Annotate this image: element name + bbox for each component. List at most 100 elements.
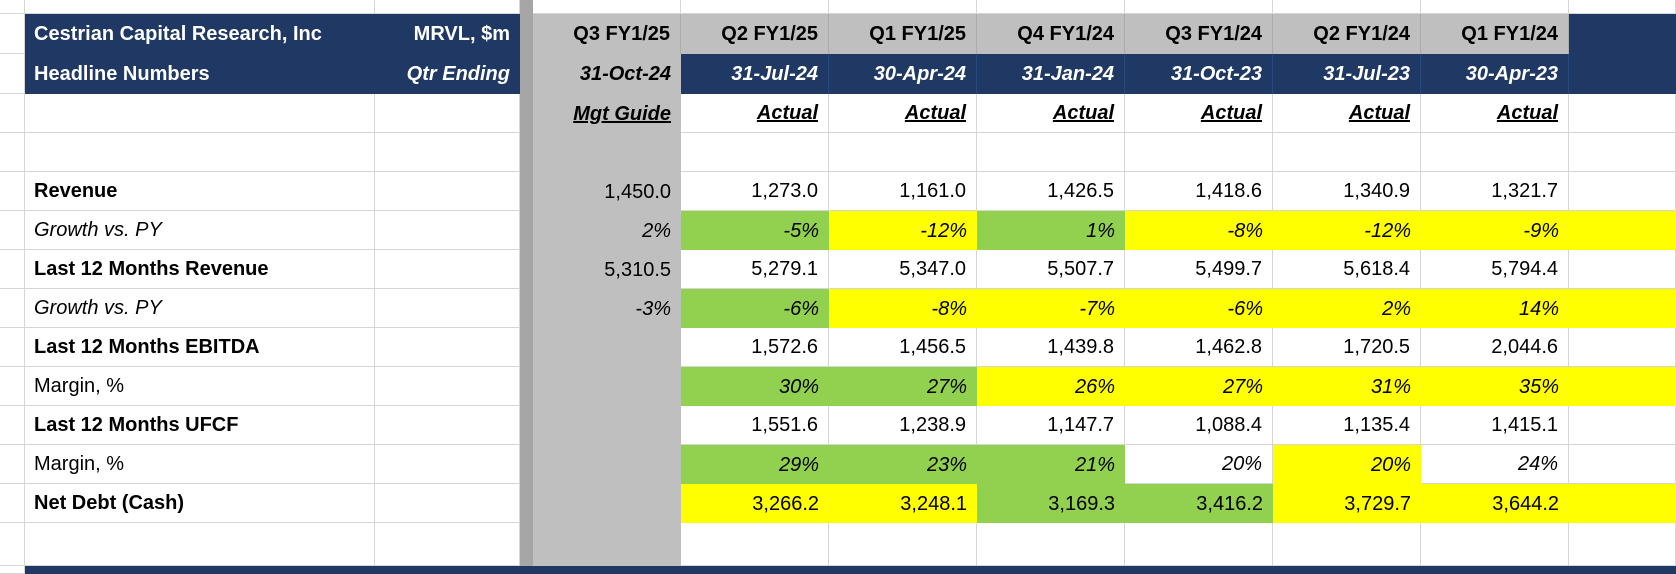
date-cell-5[interactable]: 31-Jul-23 [1273, 54, 1421, 94]
empty-cell[interactable] [375, 523, 520, 566]
value-cell-6-6[interactable]: 1,415.1 [1421, 406, 1569, 445]
value-cell-0-5[interactable]: 1,340.9 [1273, 172, 1421, 211]
value-cell-6-4[interactable]: 1,088.4 [1125, 406, 1273, 445]
quarter-header-6[interactable]: Q1 FY1/24 [1421, 14, 1569, 54]
value-cell-7-2[interactable]: 23% [829, 445, 977, 484]
empty-cell[interactable] [375, 406, 520, 445]
value-cell-1-6[interactable]: -9% [1421, 211, 1569, 250]
value-cell-6-2[interactable]: 1,238.9 [829, 406, 977, 445]
date-cell-1[interactable]: 31-Jul-24 [681, 54, 829, 94]
date-cell-6[interactable]: 30-Apr-23 [1421, 54, 1569, 94]
value-cell-6-3[interactable]: 1,147.7 [977, 406, 1125, 445]
empty-cell[interactable] [533, 523, 681, 566]
empty-cell[interactable] [375, 211, 520, 250]
value-cell-8-1[interactable]: 3,266.2 [681, 484, 829, 523]
value-cell-1-2[interactable]: -12% [829, 211, 977, 250]
value-cell-1-5[interactable]: -12% [1273, 211, 1421, 250]
empty-cell[interactable] [829, 523, 977, 566]
value-cell-8-5[interactable]: 3,729.7 [1273, 484, 1421, 523]
quarter-header-2[interactable]: Q1 FY1/25 [829, 14, 977, 54]
row-label-6[interactable]: Last 12 Months UFCF [25, 406, 375, 445]
value-cell-5-1[interactable]: 30% [681, 367, 829, 406]
empty-cell[interactable] [1421, 133, 1569, 172]
value-cell-2-0[interactable]: 5,310.5 [533, 250, 681, 289]
value-cell-0-4[interactable]: 1,418.6 [1125, 172, 1273, 211]
date-cell-0[interactable]: 31-Oct-24 [533, 54, 681, 94]
value-cell-3-0[interactable]: -3% [533, 289, 681, 328]
basis-cell-4[interactable]: Actual [1125, 94, 1273, 133]
value-cell-0-0[interactable]: 1,450.0 [533, 172, 681, 211]
basis-cell-3[interactable]: Actual [977, 94, 1125, 133]
value-cell-1-4[interactable]: -8% [1125, 211, 1273, 250]
value-cell-7-6[interactable]: 24% [1421, 445, 1569, 484]
empty-cell[interactable] [681, 523, 829, 566]
value-cell-7-1[interactable]: 29% [681, 445, 829, 484]
value-cell-4-2[interactable]: 1,456.5 [829, 328, 977, 367]
value-cell-5-5[interactable]: 31% [1273, 367, 1421, 406]
value-cell-6-5[interactable]: 1,135.4 [1273, 406, 1421, 445]
basis-cell-6[interactable]: Actual [1421, 94, 1569, 133]
value-cell-8-6[interactable]: 3,644.2 [1421, 484, 1569, 523]
value-cell-7-4[interactable]: 20% [1125, 445, 1273, 484]
value-cell-5-0[interactable] [533, 367, 681, 406]
empty-cell[interactable] [25, 523, 375, 566]
value-cell-1-3[interactable]: 1% [977, 211, 1125, 250]
value-cell-0-6[interactable]: 1,321.7 [1421, 172, 1569, 211]
sheet-subtitle[interactable]: Headline Numbers [25, 54, 375, 94]
value-cell-0-3[interactable]: 1,426.5 [977, 172, 1125, 211]
value-cell-4-5[interactable]: 1,720.5 [1273, 328, 1421, 367]
value-cell-3-4[interactable]: -6% [1125, 289, 1273, 328]
value-cell-7-3[interactable]: 21% [977, 445, 1125, 484]
value-cell-2-1[interactable]: 5,279.1 [681, 250, 829, 289]
value-cell-6-0[interactable] [533, 406, 681, 445]
row-label-5[interactable]: Margin, % [25, 367, 375, 406]
empty-cell[interactable] [977, 523, 1125, 566]
quarter-header-0[interactable]: Q3 FY1/25 [533, 14, 681, 54]
value-cell-3-3[interactable]: -7% [977, 289, 1125, 328]
date-cell-4[interactable]: 31-Oct-23 [1125, 54, 1273, 94]
row-label-4[interactable]: Last 12 Months EBITDA [25, 328, 375, 367]
value-cell-4-0[interactable] [533, 328, 681, 367]
value-cell-0-1[interactable]: 1,273.0 [681, 172, 829, 211]
row-label-8[interactable]: Net Debt (Cash) [25, 484, 375, 523]
sheet-title[interactable]: Cestrian Capital Research, Inc [25, 14, 375, 54]
empty-cell[interactable] [375, 484, 520, 523]
empty-cell[interactable] [1273, 133, 1421, 172]
empty-cell[interactable] [533, 133, 681, 172]
value-cell-7-0[interactable] [533, 445, 681, 484]
value-cell-1-1[interactable]: -5% [681, 211, 829, 250]
value-cell-4-1[interactable]: 1,572.6 [681, 328, 829, 367]
empty-cell[interactable] [977, 133, 1125, 172]
empty-cell[interactable] [1421, 523, 1569, 566]
empty-cell[interactable] [829, 133, 977, 172]
value-cell-3-6[interactable]: 14% [1421, 289, 1569, 328]
basis-cell-1[interactable]: Actual [681, 94, 829, 133]
empty-cell[interactable] [25, 94, 375, 133]
empty-cell[interactable] [375, 328, 520, 367]
quarter-header-1[interactable]: Q2 FY1/25 [681, 14, 829, 54]
value-cell-3-1[interactable]: -6% [681, 289, 829, 328]
value-cell-5-2[interactable]: 27% [829, 367, 977, 406]
value-cell-8-4[interactable]: 3,416.2 [1125, 484, 1273, 523]
value-cell-8-0[interactable] [533, 484, 681, 523]
value-cell-7-5[interactable]: 20% [1273, 445, 1421, 484]
value-cell-4-3[interactable]: 1,439.8 [977, 328, 1125, 367]
value-cell-5-4[interactable]: 27% [1125, 367, 1273, 406]
qtr-ending-label[interactable]: Qtr Ending [375, 54, 520, 94]
empty-cell[interactable] [25, 133, 375, 172]
quarter-header-5[interactable]: Q2 FY1/24 [1273, 14, 1421, 54]
value-cell-2-4[interactable]: 5,499.7 [1125, 250, 1273, 289]
row-label-3[interactable]: Growth vs. PY [25, 289, 375, 328]
basis-cell-2[interactable]: Actual [829, 94, 977, 133]
value-cell-2-3[interactable]: 5,507.7 [977, 250, 1125, 289]
value-cell-3-2[interactable]: -8% [829, 289, 977, 328]
value-cell-1-0[interactable]: 2% [533, 211, 681, 250]
date-cell-2[interactable]: 30-Apr-24 [829, 54, 977, 94]
value-cell-5-3[interactable]: 26% [977, 367, 1125, 406]
empty-cell[interactable] [375, 94, 520, 133]
value-cell-2-6[interactable]: 5,794.4 [1421, 250, 1569, 289]
empty-cell[interactable] [375, 250, 520, 289]
value-cell-8-3[interactable]: 3,169.3 [977, 484, 1125, 523]
date-cell-3[interactable]: 31-Jan-24 [977, 54, 1125, 94]
empty-cell[interactable] [1125, 523, 1273, 566]
